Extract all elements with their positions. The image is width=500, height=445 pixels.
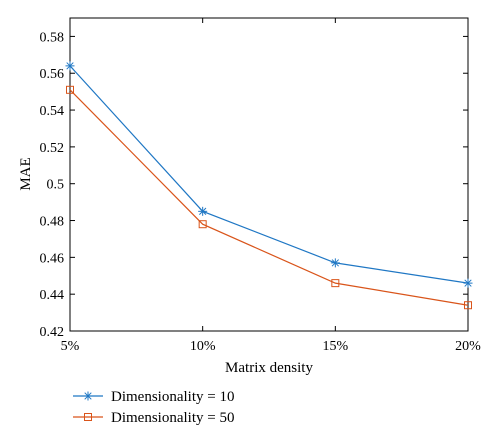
data-point bbox=[464, 301, 472, 310]
legend-item: Dimensionality = 10 bbox=[73, 389, 234, 405]
y-tick-label: 0.52 bbox=[40, 141, 65, 156]
data-point bbox=[198, 220, 207, 229]
series-layer bbox=[65, 61, 473, 310]
series-line bbox=[69, 65, 469, 284]
data-point bbox=[65, 61, 75, 71]
y-tick-label: 0.56 bbox=[40, 67, 65, 82]
y-tick-label: 0.42 bbox=[40, 325, 65, 340]
axis-ticks: 0.42 0.44 0.46 0.48 0.5 0.52 0.54 0.56 0.58 5% 10%… bbox=[40, 18, 481, 354]
legend-marker bbox=[83, 391, 93, 401]
legend-marker bbox=[84, 413, 92, 421]
data-point bbox=[331, 279, 340, 288]
legend-label: Dimensionality = 50 bbox=[111, 410, 234, 426]
y-tick-label: 0.58 bbox=[40, 30, 65, 45]
plot-frame bbox=[69, 17, 469, 332]
x-tick-label: 10% bbox=[190, 339, 216, 354]
data-point bbox=[463, 278, 473, 288]
x-tick-label: 5% bbox=[61, 339, 80, 354]
legend-label: Dimensionality = 10 bbox=[111, 389, 234, 405]
y-tick-label: 0.46 bbox=[40, 251, 65, 266]
legend-item: Dimensionality = 50 bbox=[73, 410, 234, 426]
x-tick-label: 15% bbox=[322, 339, 348, 354]
y-tick-label: 0.54 bbox=[40, 104, 65, 119]
y-tick-label: 0.5 bbox=[47, 178, 65, 193]
series-1 bbox=[65, 61, 473, 288]
y-axis-title: MAE bbox=[18, 157, 34, 190]
y-tick-label: 0.44 bbox=[40, 288, 65, 303]
series-2 bbox=[66, 85, 472, 310]
data-point bbox=[198, 206, 208, 216]
legend: Dimensionality = 10 Dimensionality = 50 bbox=[73, 389, 234, 426]
series-line bbox=[69, 89, 469, 306]
y-tick-label: 0.48 bbox=[40, 215, 65, 230]
data-point bbox=[66, 85, 74, 94]
x-tick-label: 20% bbox=[455, 339, 481, 354]
x-axis-title: Matrix density bbox=[225, 360, 313, 376]
data-point bbox=[330, 258, 340, 268]
